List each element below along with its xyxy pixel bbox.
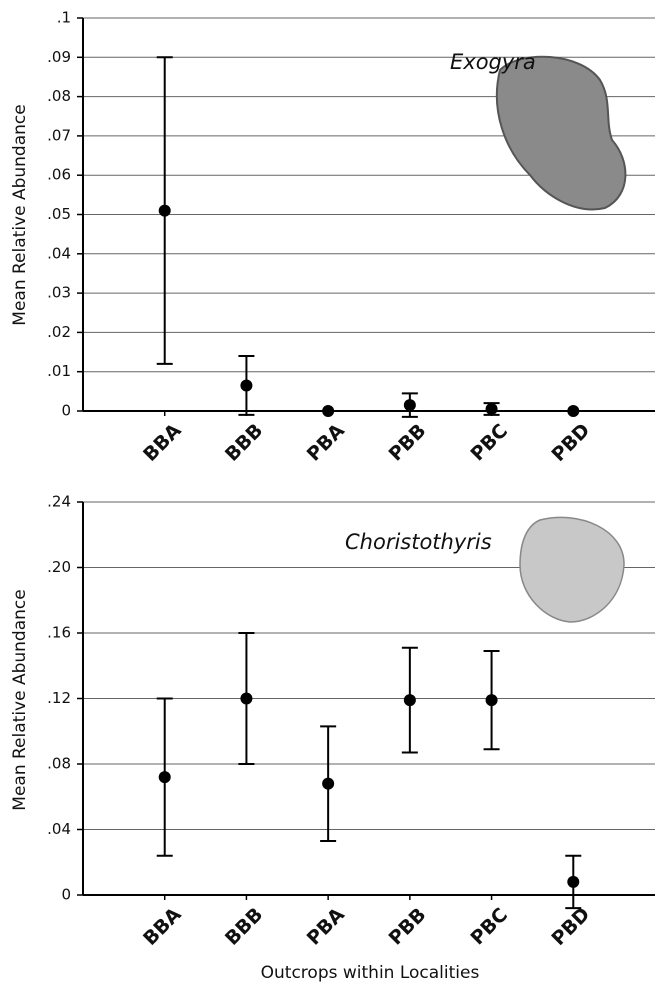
y-tick-label: .1 [57,9,71,27]
y-tick-label: .01 [47,362,71,380]
x-tick-label: PBB [385,420,431,466]
shell-image [495,55,627,623]
point [240,692,253,705]
point [567,875,580,888]
point [403,694,416,707]
y-axis-title: Mean Relative Abundance [10,589,30,810]
y-tick-label: .02 [47,323,71,341]
y-tick-label: .03 [47,284,71,302]
x-tick-label: PBA [303,419,349,465]
y-tick-label: .20 [47,558,71,576]
y-tick-label: .07 [47,126,71,144]
point [567,405,580,417]
y-tick-label: .08 [47,87,71,105]
x-tick-label: PBB [385,904,431,950]
x-tick-label: PBC [466,420,512,466]
point [158,771,171,784]
y-tick-label: 0 [61,402,71,420]
annotation: Exogyra [450,50,536,74]
point [485,403,498,416]
x-tick-label: BBB [221,420,267,466]
y-tick-label: .12 [47,689,71,707]
y-tick-label: .16 [47,624,71,642]
x-tick-label: BBA [139,903,186,950]
point [322,777,335,790]
y-tick-label: .05 [47,205,71,223]
choristothyris-shell [519,516,625,623]
x-tick-label: BBB [221,904,267,950]
exogyra-shell [495,55,627,211]
x-tick-label: PBD [548,903,595,950]
y-tick-label: .06 [47,166,71,184]
y-tick-label: 0 [61,886,71,904]
y-tick-label: .09 [47,48,71,66]
point [322,405,335,417]
x-axis-title: Outcrops within Localities [261,963,480,983]
point [485,694,498,707]
y-axis-title: Mean Relative Abundance [10,104,30,325]
x-tick-label: PBA [303,903,349,949]
y-tick-label: .24 [47,493,71,511]
x-tick-label: BBA [139,419,186,466]
point [240,379,253,392]
x-tick-label: PBD [548,419,595,466]
y-tick-label: .08 [47,755,71,773]
point [403,399,416,412]
point [158,204,171,217]
x-tick-label: PBC [466,904,512,950]
annotation: Choristothyris [345,530,492,554]
y-tick-label: .04 [47,244,71,262]
y-tick-label: .04 [47,820,71,838]
